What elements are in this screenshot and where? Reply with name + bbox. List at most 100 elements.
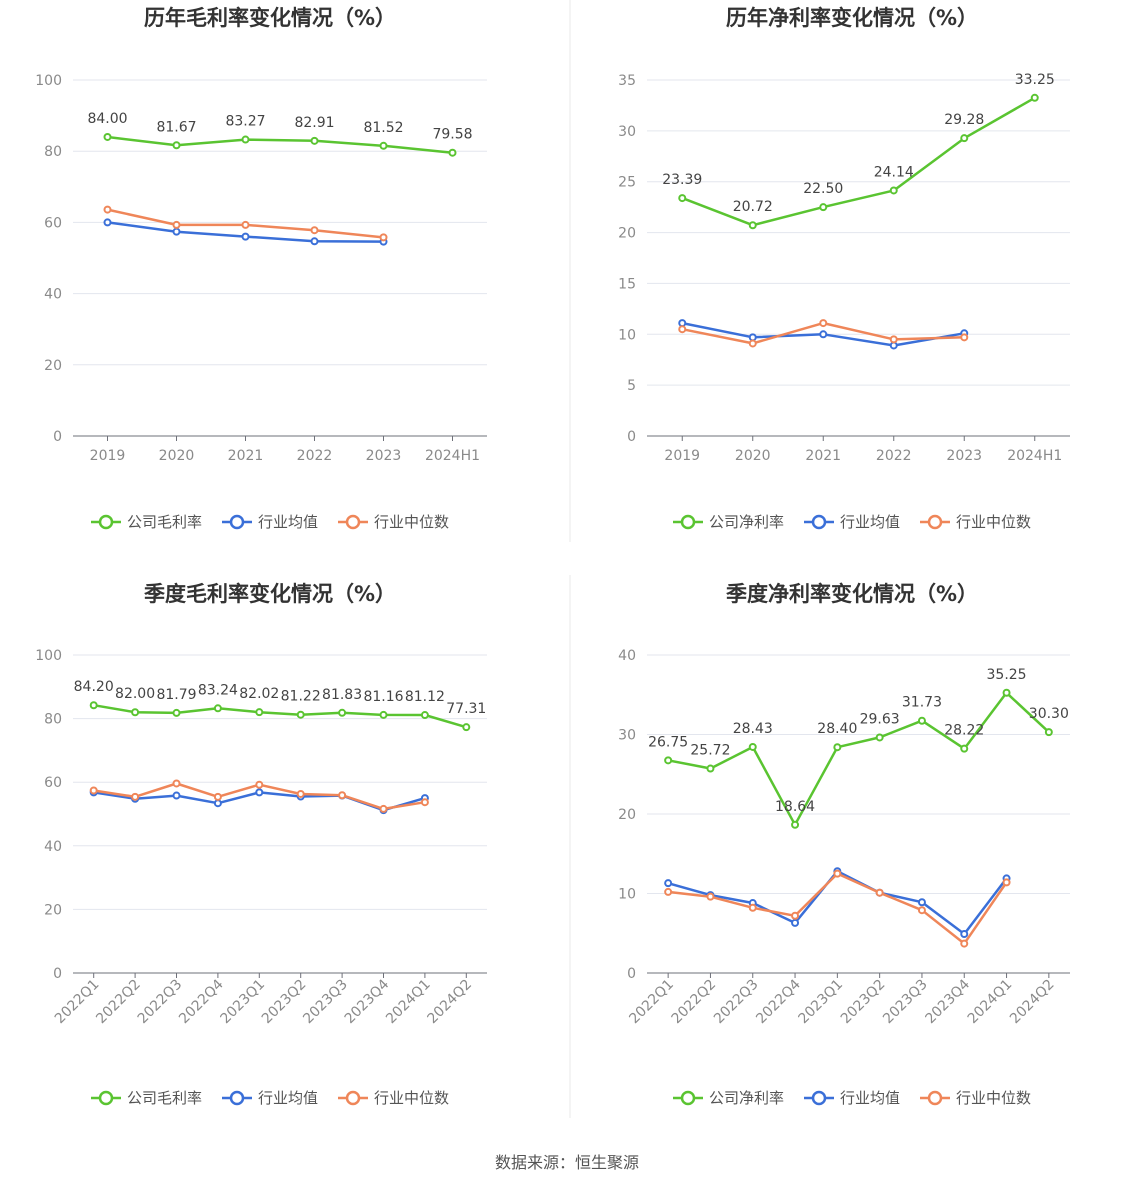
legend-item[interactable]: 行业均值 xyxy=(804,513,900,531)
legend-item[interactable]: 公司净利率 xyxy=(673,513,784,531)
data-point[interactable] xyxy=(889,335,898,344)
data-point[interactable] xyxy=(1030,93,1039,102)
data-point[interactable] xyxy=(379,233,388,242)
data-point[interactable] xyxy=(960,744,969,753)
data-point[interactable] xyxy=(1002,688,1011,697)
x-tick-label: 2023Q2 xyxy=(259,977,310,1028)
data-point[interactable] xyxy=(819,203,828,212)
data-point[interactable] xyxy=(664,879,673,888)
data-point[interactable] xyxy=(131,792,140,801)
data-point[interactable] xyxy=(213,704,222,713)
data-point[interactable] xyxy=(791,911,800,920)
data-point[interactable] xyxy=(241,220,250,229)
data-point[interactable] xyxy=(338,791,347,800)
data-point[interactable] xyxy=(338,708,347,717)
data-point[interactable] xyxy=(678,319,687,328)
data-label: 81.16 xyxy=(363,689,403,705)
data-point[interactable] xyxy=(310,136,319,145)
data-point[interactable] xyxy=(889,341,898,350)
data-point[interactable] xyxy=(296,789,305,798)
data-point[interactable] xyxy=(748,903,757,912)
data-point[interactable] xyxy=(172,220,181,229)
data-point[interactable] xyxy=(678,194,687,203)
data-point[interactable] xyxy=(89,786,98,795)
y-tick-label: 25 xyxy=(618,175,636,191)
data-label: 81.22 xyxy=(281,689,321,705)
data-point[interactable] xyxy=(819,319,828,328)
data-point[interactable] xyxy=(172,708,181,717)
data-point[interactable] xyxy=(310,226,319,235)
data-point[interactable] xyxy=(172,779,181,788)
data-point[interactable] xyxy=(103,132,112,141)
data-point[interactable] xyxy=(213,792,222,801)
data-point[interactable] xyxy=(960,333,969,342)
data-point[interactable] xyxy=(131,708,140,717)
data-point[interactable] xyxy=(917,906,926,915)
data-point[interactable] xyxy=(448,148,457,157)
legend-item[interactable]: 行业中位数 xyxy=(920,513,1031,531)
legend-item[interactable]: 行业均值 xyxy=(222,1089,318,1107)
legend-item[interactable]: 行业均值 xyxy=(804,1089,900,1107)
data-point[interactable] xyxy=(791,918,800,927)
data-point[interactable] xyxy=(960,134,969,143)
data-point[interactable] xyxy=(1044,728,1053,737)
data-point[interactable] xyxy=(960,939,969,948)
legend-item[interactable]: 行业中位数 xyxy=(338,513,449,531)
data-point[interactable] xyxy=(241,232,250,241)
data-point[interactable] xyxy=(833,743,842,752)
legend-item[interactable]: 行业中位数 xyxy=(338,1089,449,1107)
data-point[interactable] xyxy=(89,701,98,710)
legend-item[interactable]: 行业中位数 xyxy=(920,1089,1031,1107)
legend-label: 行业均值 xyxy=(840,1089,900,1107)
x-tick-label: 2020 xyxy=(159,448,195,464)
data-point[interactable] xyxy=(172,227,181,236)
data-point[interactable] xyxy=(296,710,305,719)
data-label: 77.31 xyxy=(446,701,486,717)
y-tick-label: 10 xyxy=(618,327,636,343)
data-point[interactable] xyxy=(420,798,429,807)
data-point[interactable] xyxy=(706,764,715,773)
data-point[interactable] xyxy=(819,330,828,339)
data-point[interactable] xyxy=(213,799,222,808)
data-point[interactable] xyxy=(103,205,112,214)
data-point[interactable] xyxy=(1002,878,1011,887)
data-point[interactable] xyxy=(748,339,757,348)
data-point[interactable] xyxy=(706,892,715,901)
data-point[interactable] xyxy=(420,711,429,720)
data-point[interactable] xyxy=(678,325,687,334)
data-point[interactable] xyxy=(664,756,673,765)
data-point[interactable] xyxy=(255,788,264,797)
data-point[interactable] xyxy=(917,898,926,907)
y-tick-label: 5 xyxy=(627,378,636,394)
data-point[interactable] xyxy=(172,791,181,800)
data-point[interactable] xyxy=(875,733,884,742)
legend-item[interactable]: 公司毛利率 xyxy=(91,513,202,531)
legend-circle-icon xyxy=(811,1090,827,1106)
data-point[interactable] xyxy=(255,780,264,789)
data-point[interactable] xyxy=(917,716,926,725)
data-point[interactable] xyxy=(748,333,757,342)
legend-item[interactable]: 行业均值 xyxy=(222,513,318,531)
x-tick-label: 2022 xyxy=(876,448,912,464)
legend-item[interactable]: 公司净利率 xyxy=(673,1089,784,1107)
data-point[interactable] xyxy=(875,888,884,897)
data-point[interactable] xyxy=(462,723,471,732)
series-line xyxy=(681,96,1036,227)
data-point[interactable] xyxy=(310,237,319,246)
data-point[interactable] xyxy=(241,135,250,144)
data-point[interactable] xyxy=(379,804,388,813)
data-point[interactable] xyxy=(748,221,757,230)
data-point[interactable] xyxy=(791,820,800,829)
data-point[interactable] xyxy=(172,141,181,150)
legend-item[interactable]: 公司毛利率 xyxy=(91,1089,202,1107)
data-point[interactable] xyxy=(379,710,388,719)
data-point[interactable] xyxy=(255,708,264,717)
data-point[interactable] xyxy=(379,141,388,150)
data-point[interactable] xyxy=(960,930,969,939)
y-tick-label: 15 xyxy=(618,276,636,292)
data-point[interactable] xyxy=(103,218,112,227)
data-point[interactable] xyxy=(664,887,673,896)
data-point[interactable] xyxy=(833,869,842,878)
data-point[interactable] xyxy=(748,742,757,751)
data-point[interactable] xyxy=(889,186,898,195)
